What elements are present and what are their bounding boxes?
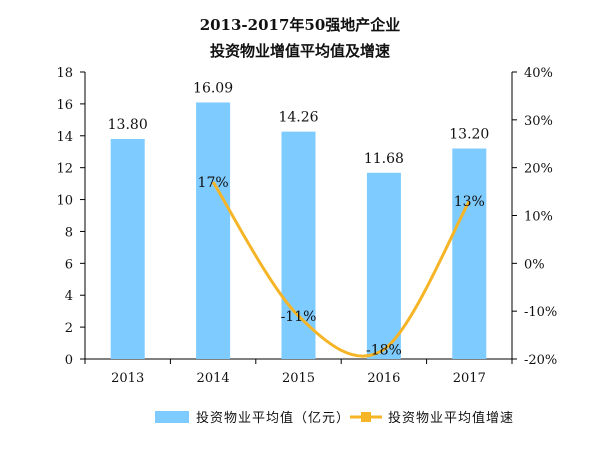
bar — [196, 102, 231, 359]
right-axis-tick-label: 20% — [524, 162, 553, 177]
right-axis-tick-label: -20% — [524, 353, 557, 368]
bar-data-label: 13.20 — [449, 127, 489, 143]
legend-bar-swatch — [155, 411, 189, 423]
line-data-label: 13% — [454, 194, 485, 210]
left-axis-tick-label: 10 — [56, 194, 73, 209]
left-axis-tick-label: 0 — [65, 353, 73, 368]
x-axis-tick-label: 2016 — [367, 371, 400, 386]
left-axis-tick-label: 8 — [65, 225, 73, 240]
left-axis-tick-label: 4 — [65, 289, 73, 304]
x-axis-tick-label: 2015 — [282, 371, 315, 386]
bar — [452, 148, 487, 359]
right-axis-tick-label: -10% — [524, 305, 557, 320]
left-axis-tick-label: 18 — [56, 66, 73, 81]
right-axis-tick-label: 40% — [524, 66, 553, 81]
left-axis-tick-label: 16 — [56, 98, 73, 113]
legend-line-marker — [361, 412, 371, 422]
legend-line-label: 投资物业平均值增速 — [388, 410, 514, 426]
x-axis-tick-label: 2013 — [111, 371, 144, 386]
bar-data-label: 11.68 — [364, 151, 404, 167]
chart-title-line-1: 2013-2017年50强地产企业 — [199, 16, 401, 34]
bar-data-label: 13.80 — [108, 117, 148, 133]
bar — [366, 172, 401, 359]
bar-data-label: 14.26 — [278, 110, 318, 126]
chart-title-line-2: 投资物业增值平均值及增速 — [209, 42, 390, 60]
bar — [281, 131, 316, 359]
left-axis-tick-label: 2 — [65, 321, 73, 336]
left-axis-tick-label: 12 — [56, 162, 73, 177]
x-axis-tick-label: 2017 — [453, 371, 486, 386]
line-data-label: 17% — [198, 175, 229, 191]
bar — [110, 138, 145, 359]
right-axis-tick-label: 30% — [524, 114, 553, 129]
right-axis-tick-label: 0% — [524, 257, 545, 272]
legend-bar-label: 投资物业平均值（亿元） — [196, 410, 350, 426]
right-axis-tick-label: 10% — [524, 210, 553, 225]
left-axis-tick-label: 14 — [56, 130, 73, 145]
left-axis-tick-label: 6 — [65, 257, 73, 272]
line-data-label: -18% — [366, 342, 402, 358]
bar-data-label: 16.09 — [193, 80, 233, 96]
line-data-label: -11% — [281, 309, 317, 325]
x-axis-tick-label: 2014 — [197, 371, 230, 386]
growth-line-series — [211, 181, 471, 358]
